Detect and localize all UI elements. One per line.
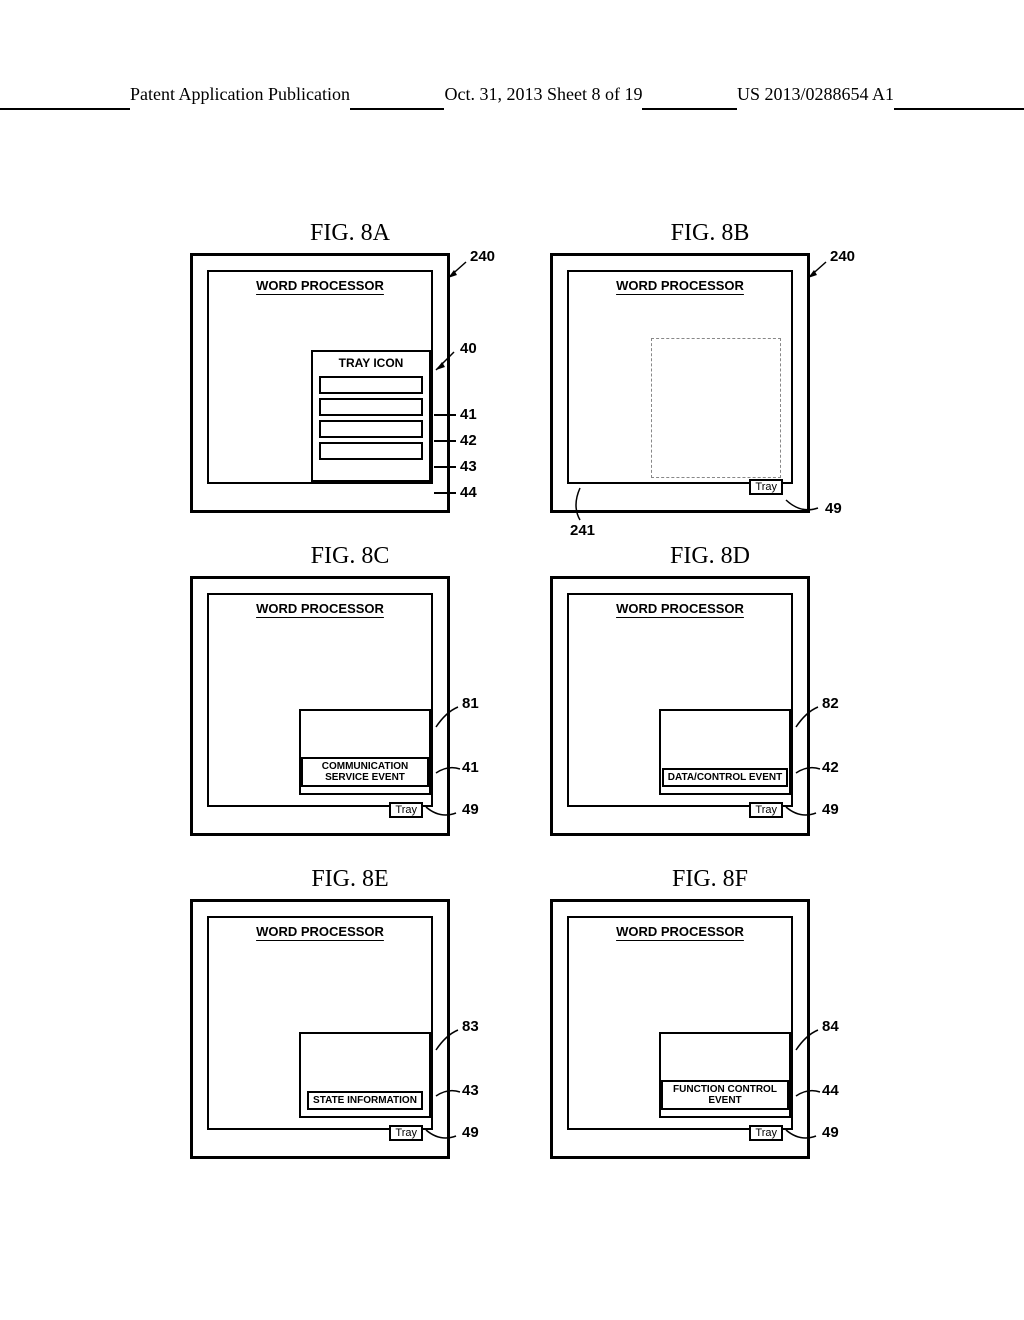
- ref-44-a: 44: [460, 484, 477, 501]
- screen-8b: WORD PROCESSOR Tray: [550, 253, 810, 513]
- popup-label-8c: COMMUNICATION SERVICE EVENT: [301, 757, 429, 787]
- page-header: Patent Application Publication Oct. 31, …: [0, 108, 1024, 110]
- line-43-a: [434, 466, 456, 468]
- wp-title-8a: WORD PROCESSOR: [209, 272, 431, 293]
- tray-btn-8d[interactable]: Tray: [749, 802, 783, 818]
- wp-title-8c: WORD PROCESSOR: [209, 595, 431, 616]
- screen-8f: WORD PROCESSOR FUNCTION CONTROL EVENT Tr…: [550, 899, 810, 1159]
- inner-8d: WORD PROCESSOR DATA/CONTROL EVENT: [567, 593, 793, 807]
- header-center: Oct. 31, 2013 Sheet 8 of 19: [444, 84, 642, 110]
- wp-title-8b: WORD PROCESSOR: [569, 272, 791, 293]
- line-41-a: [434, 414, 456, 416]
- ref-83: 83: [462, 1018, 479, 1035]
- panel-8b: FIG. 8B WORD PROCESSOR Tray 240 49: [550, 220, 870, 513]
- ref-240-a: 240: [470, 248, 495, 265]
- ref-43-a: 43: [460, 458, 477, 475]
- popup-8e: STATE INFORMATION: [299, 1032, 431, 1118]
- panel-8c: FIG. 8C WORD PROCESSOR COMMUNICATION SER…: [190, 543, 510, 836]
- fig-label-8e: FIG. 8E: [190, 866, 510, 893]
- ref-42-a: 42: [460, 432, 477, 449]
- fig-label-8b: FIG. 8B: [550, 220, 870, 247]
- ref-49-d: 49: [822, 801, 839, 818]
- line-44-a: [434, 492, 456, 494]
- row-1: FIG. 8A WORD PROCESSOR TRAY ICON: [190, 220, 870, 513]
- ref-49-f: 49: [822, 1124, 839, 1141]
- row-2: FIG. 8C WORD PROCESSOR COMMUNICATION SER…: [190, 543, 870, 836]
- panel-8e: FIG. 8E WORD PROCESSOR STATE INFORMATION…: [190, 866, 510, 1159]
- row-3: FIG. 8E WORD PROCESSOR STATE INFORMATION…: [190, 866, 870, 1159]
- ref-41-a: 41: [460, 406, 477, 423]
- ref-49-c: 49: [462, 801, 479, 818]
- ref-82: 82: [822, 695, 839, 712]
- slot-4: [319, 442, 423, 460]
- ref-240-b: 240: [830, 248, 855, 265]
- inner-8b: WORD PROCESSOR: [567, 270, 793, 484]
- ref-43-e: 43: [462, 1082, 479, 1099]
- fig-label-8d: FIG. 8D: [550, 543, 870, 570]
- panel-8f: FIG. 8F WORD PROCESSOR FUNCTION CONTROL …: [550, 866, 870, 1159]
- ref-49-e: 49: [462, 1124, 479, 1141]
- ref-41-c: 41: [462, 759, 479, 776]
- header-right: US 2013/0288654 A1: [737, 84, 894, 110]
- inner-8e: WORD PROCESSOR STATE INFORMATION: [207, 916, 433, 1130]
- popup-8f: FUNCTION CONTROL EVENT: [659, 1032, 791, 1118]
- inner-8c: WORD PROCESSOR COMMUNICATION SERVICE EVE…: [207, 593, 433, 807]
- panel-8a: FIG. 8A WORD PROCESSOR TRAY ICON: [190, 220, 510, 513]
- slot-2: [319, 398, 423, 416]
- panel-8d: FIG. 8D WORD PROCESSOR DATA/CONTROL EVEN…: [550, 543, 870, 836]
- tray-btn-8e[interactable]: Tray: [389, 1125, 423, 1141]
- slot-3: [319, 420, 423, 438]
- fig-label-8c: FIG. 8C: [190, 543, 510, 570]
- tray-btn-8c[interactable]: Tray: [389, 802, 423, 818]
- popup-label-8e: STATE INFORMATION: [307, 1091, 423, 1110]
- ref-81: 81: [462, 695, 479, 712]
- fig-label-8f: FIG. 8F: [550, 866, 870, 893]
- screen-8c: WORD PROCESSOR COMMUNICATION SERVICE EVE…: [190, 576, 450, 836]
- line-42-a: [434, 440, 456, 442]
- popup-8c: COMMUNICATION SERVICE EVENT: [299, 709, 431, 795]
- header-left: Patent Application Publication: [130, 84, 350, 110]
- inner-8f: WORD PROCESSOR FUNCTION CONTROL EVENT: [567, 916, 793, 1130]
- screen-8a: WORD PROCESSOR TRAY ICON: [190, 253, 450, 513]
- ref-42-d: 42: [822, 759, 839, 776]
- wp-title-8d: WORD PROCESSOR: [569, 595, 791, 616]
- tray-icon-title: TRAY ICON: [313, 352, 429, 372]
- screen-8d: WORD PROCESSOR DATA/CONTROL EVENT Tray: [550, 576, 810, 836]
- dashed-region: [651, 338, 781, 478]
- inner-8a: WORD PROCESSOR TRAY ICON: [207, 270, 433, 484]
- popup-8d: DATA/CONTROL EVENT: [659, 709, 791, 795]
- slot-1: [319, 376, 423, 394]
- figure-grid: FIG. 8A WORD PROCESSOR TRAY ICON: [190, 220, 870, 1189]
- popup-label-8d: DATA/CONTROL EVENT: [662, 768, 788, 787]
- fig-label-8a: FIG. 8A: [190, 220, 510, 247]
- tray-icon-box: TRAY ICON: [311, 350, 431, 482]
- ref-40: 40: [460, 340, 477, 357]
- popup-label-8f: FUNCTION CONTROL EVENT: [661, 1080, 789, 1110]
- ref-44-f: 44: [822, 1082, 839, 1099]
- ref-84: 84: [822, 1018, 839, 1035]
- ref-49-b: 49: [825, 500, 842, 517]
- ref-241: 241: [570, 522, 595, 539]
- wp-title-8f: WORD PROCESSOR: [569, 918, 791, 939]
- tray-btn-8f[interactable]: Tray: [749, 1125, 783, 1141]
- tray-btn-8b[interactable]: Tray: [749, 479, 783, 495]
- screen-8e: WORD PROCESSOR STATE INFORMATION Tray: [190, 899, 450, 1159]
- wp-title-8e: WORD PROCESSOR: [209, 918, 431, 939]
